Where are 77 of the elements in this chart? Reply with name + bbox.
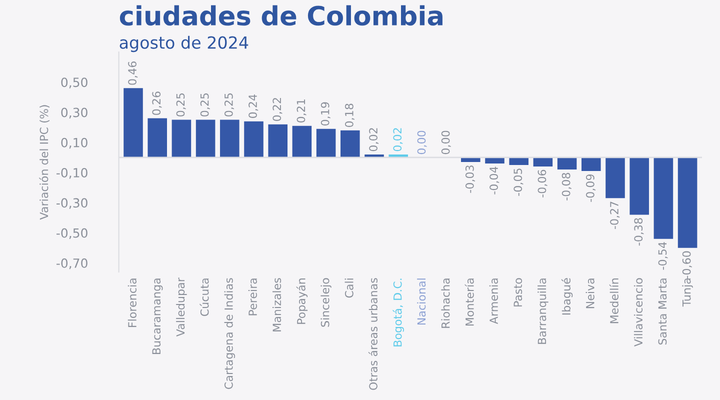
data-label: -0,54 [658,242,668,270]
bar [292,126,312,158]
x-tick-label: Pereira [248,278,257,316]
x-tick-label: Medellín [609,278,618,324]
x-tick-label: Pasto [514,278,522,306]
data-label: -0,06 [538,170,548,198]
data-label: 0,21 [296,99,306,122]
bar [533,157,553,167]
x-tick-label: Riohacha [441,278,450,328]
data-label: 0,02 [393,128,403,152]
bar [557,157,577,170]
data-label: 0,25 [176,93,186,116]
y-axis-title: Variación del IPC (%) [39,105,50,220]
chart-subtitle: agosto de 2024 [120,36,248,52]
data-label: 0,26 [152,92,162,115]
x-tick-label: Ibagué [561,278,573,315]
bar [196,120,216,158]
bar [244,121,264,158]
bar [630,157,649,215]
x-tick-label: Barranquilla [538,278,548,344]
data-label: -0,09 [586,174,596,202]
x-tick-label: Bogotá, D.C. [392,278,404,346]
x-tick-label: Santa Marta [658,278,667,345]
data-label: 0,02 [369,128,379,152]
x-tick-label: Neiva [586,278,594,308]
y-tick-label: 0,10 [61,138,88,149]
bar [485,157,504,164]
x-tick-label: Otras áreas urbanas [368,278,378,390]
data-label: -0,04 [490,166,500,194]
bar [606,157,625,198]
x-tick-label: Bucaramanga [152,278,163,354]
data-label: 0,22 [272,98,282,121]
bar [268,124,288,158]
y-tick-label: -0,70 [56,258,88,270]
data-label: 0,19 [320,102,330,126]
x-tick-label: Villavicencio [634,278,643,347]
data-label: 0,18 [344,104,355,127]
bar [316,128,336,158]
data-label: 0,00 [441,130,451,154]
x-tick-label: Cali [344,278,354,298]
bar [124,88,143,158]
data-label: 0,46 [128,61,138,85]
data-label: -0,05 [514,168,524,196]
data-label: 0,25 [200,93,210,116]
data-label: -0,08 [562,172,572,200]
x-tick-label: Florencia [128,278,136,327]
bar [582,157,601,172]
bar [509,157,528,166]
bar [678,157,698,248]
data-label: -0,60 [682,251,692,279]
data-label: -0,38 [634,218,644,246]
y-tick-label: -0,50 [56,228,88,240]
data-label: 0,00 [417,130,427,154]
x-tick-label: Sincelejo [320,278,332,327]
y-tick-label: 0,50 [61,78,88,88]
x-tick-label: Cartagena de Indias [224,278,236,389]
x-tick-label: Cúcuta [200,278,209,316]
y-tick-label: -0,10 [56,168,88,179]
bar [654,157,674,239]
y-tick-label: 0,30 [61,108,88,118]
bar [172,120,192,158]
data-label: 0,25 [224,93,234,116]
data-label: -0,03 [465,166,476,193]
x-tick-label: Armenia [489,278,498,324]
x-tick-label: Manizales [272,278,282,332]
bar [148,118,167,158]
y-tick-label: -0,30 [56,198,88,209]
data-label: -0,27 [610,202,620,230]
bar [340,130,360,158]
data-label: 0,24 [248,94,258,118]
x-tick-label: Valledupar [176,278,187,337]
x-tick-label: Montería [464,278,474,326]
bar [220,120,240,158]
x-tick-label: Tunja [682,278,693,307]
x-tick-label: Nacional [417,278,426,325]
chart-title: ciudades de Colombia [120,5,442,26]
x-tick-label: Popayán [296,278,308,324]
